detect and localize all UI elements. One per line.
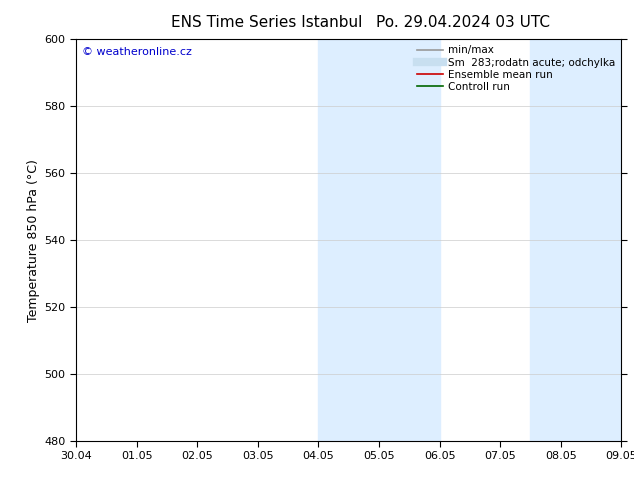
Text: ENS Time Series Istanbul: ENS Time Series Istanbul xyxy=(171,15,362,30)
Legend: min/max, Sm  283;rodatn acute; odchylka, Ensemble mean run, Controll run: min/max, Sm 283;rodatn acute; odchylka, … xyxy=(412,41,619,96)
Text: © weatheronline.cz: © weatheronline.cz xyxy=(82,47,191,57)
Text: Po. 29.04.2024 03 UTC: Po. 29.04.2024 03 UTC xyxy=(376,15,550,30)
Bar xyxy=(531,39,621,441)
Y-axis label: Temperature 850 hPa (°C): Temperature 850 hPa (°C) xyxy=(27,159,40,321)
Bar xyxy=(318,39,439,441)
